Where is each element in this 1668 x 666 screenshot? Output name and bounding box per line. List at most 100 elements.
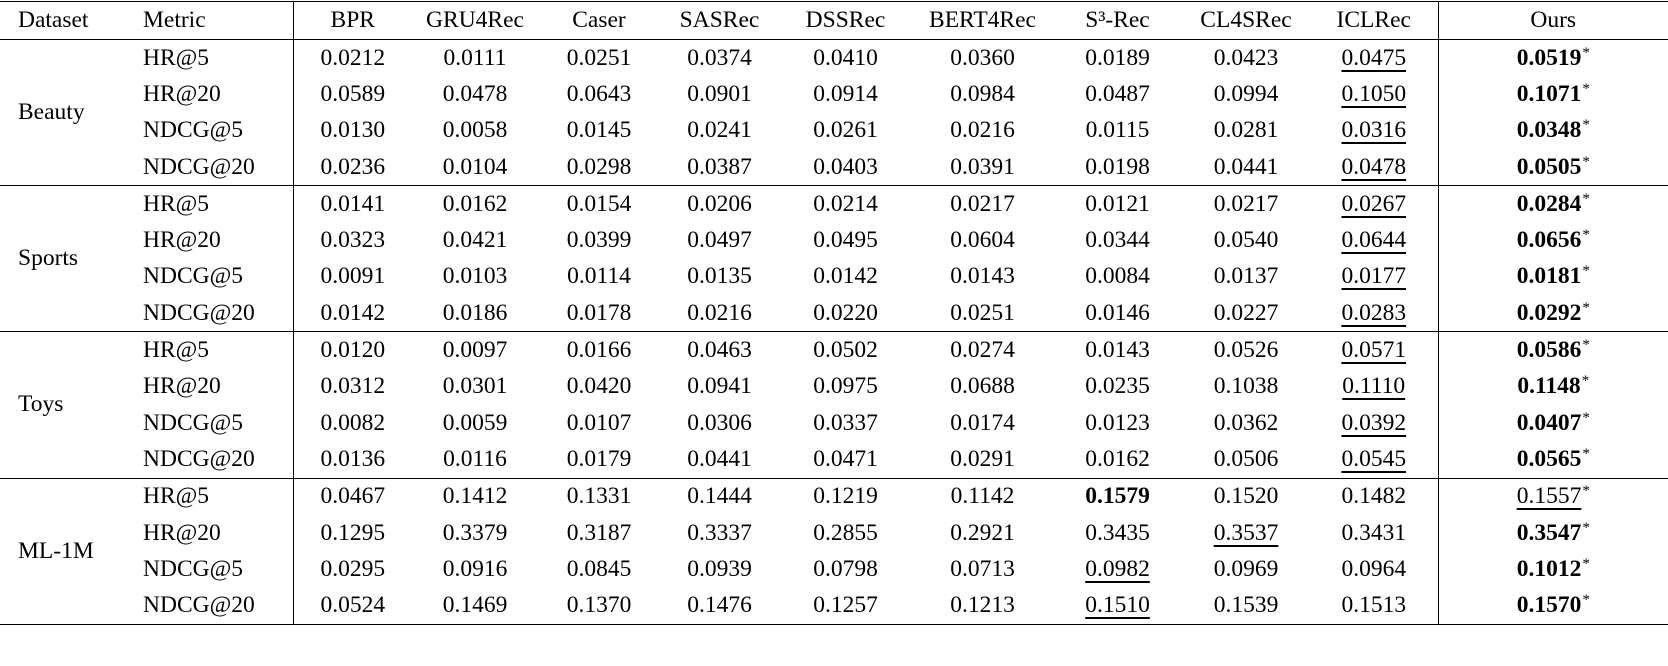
value-cell: 0.0267 xyxy=(1310,185,1438,223)
value-cell: 0.1331 xyxy=(538,477,660,515)
value-cell: 0.0261 xyxy=(779,113,912,149)
value-cell: 0.1482 xyxy=(1310,477,1438,515)
value-cell: 0.0059 xyxy=(412,405,538,441)
value-text: 0.0656 xyxy=(1516,227,1582,254)
value-cell: 0.0274 xyxy=(912,331,1053,369)
value-cell: 0.0111 xyxy=(412,40,538,77)
value-text: 0.0235 xyxy=(1085,373,1150,400)
value-text: 0.0589 xyxy=(320,80,386,107)
value-cell: 0.0137 xyxy=(1182,259,1310,295)
value-cell: 0.0975 xyxy=(779,369,912,405)
value-cell: 0.0120 xyxy=(293,331,412,369)
value-cell: 0.0312 xyxy=(293,369,412,405)
value-cell: 0.0798 xyxy=(779,551,912,587)
value-cell: 0.0969 xyxy=(1182,551,1310,587)
value-text: 0.0301 xyxy=(442,373,508,400)
table-row: NDCG@20 0.0524 0.1469 0.1370 0.1476 0.1257 0.1… xyxy=(0,587,1668,625)
value-cell: 0.0374 xyxy=(660,40,779,77)
column-header: Dataset xyxy=(0,1,133,40)
value-cell: 0.1476 xyxy=(660,587,779,625)
value-cell: 0.0206 xyxy=(660,185,779,223)
value-cell: 0.0177 xyxy=(1310,259,1438,295)
value-text: 0.0964 xyxy=(1341,555,1407,582)
column-header: DSSRec xyxy=(779,1,912,40)
value-text: 0.0123 xyxy=(1085,409,1150,436)
value-text: 0.0798 xyxy=(813,555,878,582)
metric-cell: NDCG@20 xyxy=(133,441,294,479)
value-text: 0.0688 xyxy=(950,373,1015,400)
value-cell: 0.0565* xyxy=(1437,441,1668,479)
value-cell: 0.0845 xyxy=(538,551,660,587)
table-row: NDCG@20 0.0236 0.0104 0.0298 0.0387 0.0403 0.0… xyxy=(0,148,1668,186)
value-text: 0.1110 xyxy=(1342,373,1406,400)
value-cell: 0.3431 xyxy=(1310,515,1438,551)
value-text: 0.0214 xyxy=(813,190,878,217)
value-text: 0.0059 xyxy=(442,409,508,436)
value-cell: 0.3379 xyxy=(412,515,538,551)
value-cell: 0.0251 xyxy=(912,295,1053,332)
value-cell: 0.1219 xyxy=(779,477,912,515)
value-text: 0.0604 xyxy=(950,227,1015,254)
value-text: 0.0502 xyxy=(813,337,878,364)
metric-cell: HR@20 xyxy=(133,368,294,405)
value-cell: 0.1038 xyxy=(1182,369,1310,405)
value-text: 0.1050 xyxy=(1341,80,1407,107)
value-text: 0.1142 xyxy=(950,483,1015,510)
value-cell: 0.0141 xyxy=(293,185,412,223)
value-cell: 0.0130 xyxy=(293,113,412,149)
value-text: 0.0284 xyxy=(1516,190,1582,217)
value-text: 0.1513 xyxy=(1341,592,1407,619)
value-cell: 0.0115 xyxy=(1053,113,1182,149)
value-cell: 0.0487 xyxy=(1053,76,1182,112)
value-text: 0.0524 xyxy=(320,592,386,619)
metric-cell: NDCG@5 xyxy=(133,404,294,442)
value-cell: 0.2921 xyxy=(912,515,1053,551)
value-text: 0.0441 xyxy=(1213,153,1279,180)
value-cell: 0.0145 xyxy=(538,113,660,149)
significance-mark: * xyxy=(1582,299,1590,316)
value-cell: 0.0407* xyxy=(1437,404,1668,442)
value-text: 0.0136 xyxy=(320,445,386,472)
value-cell: 0.0216 xyxy=(660,295,779,332)
value-cell: 0.0235 xyxy=(1053,369,1182,405)
value-cell: 0.0526 xyxy=(1182,331,1310,369)
value-cell: 0.0241 xyxy=(660,113,779,149)
metric-cell: NDCG@20 xyxy=(133,148,294,186)
value-text: 0.1539 xyxy=(1213,592,1279,619)
value-cell: 0.0162 xyxy=(1053,441,1182,478)
value-text: 0.0104 xyxy=(442,153,508,180)
value-cell: 0.0964 xyxy=(1310,551,1438,587)
value-text: 0.1219 xyxy=(813,483,878,510)
value-cell: 0.1539 xyxy=(1182,587,1310,625)
value-text: 0.0571 xyxy=(1341,337,1407,364)
column-header: Caser xyxy=(538,1,660,40)
value-text: 0.0941 xyxy=(687,373,752,400)
value-text: 0.0177 xyxy=(1341,263,1407,290)
value-text: 0.0916 xyxy=(442,555,508,582)
dataset-cell: Beauty xyxy=(18,99,85,126)
value-text: 0.0216 xyxy=(950,117,1015,144)
value-text: 0.1038 xyxy=(1213,373,1279,400)
value-cell: 0.1295 xyxy=(293,515,412,551)
value-cell: 0.0519* xyxy=(1437,39,1668,77)
value-cell: 0.0467 xyxy=(293,477,412,515)
value-text: 0.0487 xyxy=(1085,80,1150,107)
value-text: 0.0227 xyxy=(1213,299,1279,326)
value-cell: 0.3537 xyxy=(1182,515,1310,551)
value-text: 0.0292 xyxy=(1516,299,1582,326)
value-text: 0.0441 xyxy=(687,445,752,472)
value-text: 0.0478 xyxy=(442,80,508,107)
significance-mark: * xyxy=(1582,117,1590,134)
value-cell: 0.0142 xyxy=(779,259,912,295)
column-header: BPR xyxy=(293,1,412,40)
value-cell: 0.0121 xyxy=(1053,185,1182,223)
value-text: 0.0713 xyxy=(950,555,1015,582)
value-cell: 0.0545 xyxy=(1310,441,1438,478)
value-cell: 0.0216 xyxy=(912,113,1053,149)
value-text: 0.0399 xyxy=(566,227,632,254)
value-text: 0.1412 xyxy=(442,483,508,510)
value-text: 0.0189 xyxy=(1085,44,1150,71)
value-text: 0.3187 xyxy=(566,519,632,546)
value-cell: 0.0495 xyxy=(779,222,912,258)
value-text: 0.0348 xyxy=(1516,117,1582,144)
